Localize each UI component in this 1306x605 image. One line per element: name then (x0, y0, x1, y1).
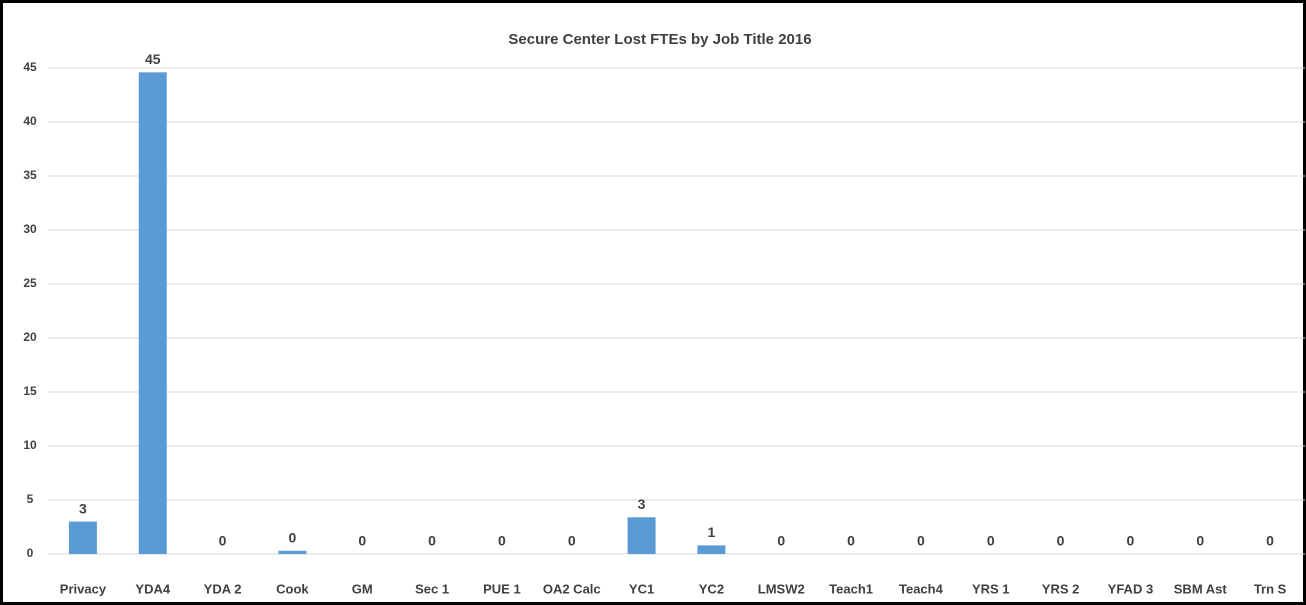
x-tick-label: Teach4 (899, 581, 944, 596)
x-tick-label: YRS 1 (972, 581, 1010, 596)
value-label: 0 (1196, 533, 1204, 549)
x-tick-label: Teach1 (829, 581, 873, 596)
y-tick-label: 0 (27, 546, 34, 560)
value-label: 0 (1057, 533, 1065, 549)
x-tick-label: YFAD 3 (1108, 581, 1154, 596)
bar (68, 521, 97, 554)
value-label: 0 (219, 533, 227, 549)
value-label: 0 (428, 533, 436, 549)
value-label: 3 (638, 496, 646, 512)
x-tick-label: YDA4 (135, 581, 170, 596)
y-tick-label: 45 (23, 60, 37, 74)
x-tick-label: LMSW2 (758, 581, 805, 596)
x-tick-label: PUE 1 (483, 581, 521, 596)
x-tick-label: Privacy (60, 581, 107, 596)
value-label: 0 (1127, 533, 1135, 549)
value-label: 45 (145, 51, 161, 67)
y-tick-label: 20 (23, 330, 37, 344)
bar (138, 72, 167, 554)
value-label: 1 (708, 524, 716, 540)
x-tick-label: YRS 2 (1042, 581, 1080, 596)
y-tick-label: 35 (23, 168, 37, 182)
value-label: 0 (1266, 533, 1274, 549)
x-tick-label: YC1 (629, 581, 654, 596)
value-label: 3 (79, 500, 87, 516)
bar (627, 517, 656, 554)
y-tick-label: 15 (23, 384, 37, 398)
x-tick-label: GM (352, 581, 373, 596)
x-tick-label: SBM Ast (1174, 581, 1228, 596)
value-label: 0 (568, 533, 576, 549)
value-label: 0 (847, 533, 855, 549)
value-label: 0 (498, 533, 506, 549)
value-label: 0 (777, 533, 785, 549)
value-label: 0 (987, 533, 995, 549)
value-label: 0 (917, 533, 925, 549)
x-tick-label: YDA 2 (204, 581, 242, 596)
bar (278, 550, 307, 554)
y-tick-label: 40 (23, 114, 37, 128)
x-tick-label: Sec 1 (415, 581, 449, 596)
y-tick-label: 5 (27, 492, 34, 506)
chart-title: Secure Center Lost FTEs by Job Title 201… (508, 31, 811, 48)
y-tick-label: 10 (23, 438, 37, 452)
x-tick-label: Trn S (1254, 581, 1287, 596)
bar (697, 545, 726, 554)
x-tick-label: Cook (276, 581, 309, 596)
value-label: 0 (289, 529, 297, 545)
value-label: 0 (358, 533, 366, 549)
y-tick-label: 30 (23, 222, 37, 236)
x-tick-label: YC2 (699, 581, 724, 596)
y-tick-label: 25 (23, 276, 37, 290)
x-tick-label: OA2 Calc (543, 581, 601, 596)
